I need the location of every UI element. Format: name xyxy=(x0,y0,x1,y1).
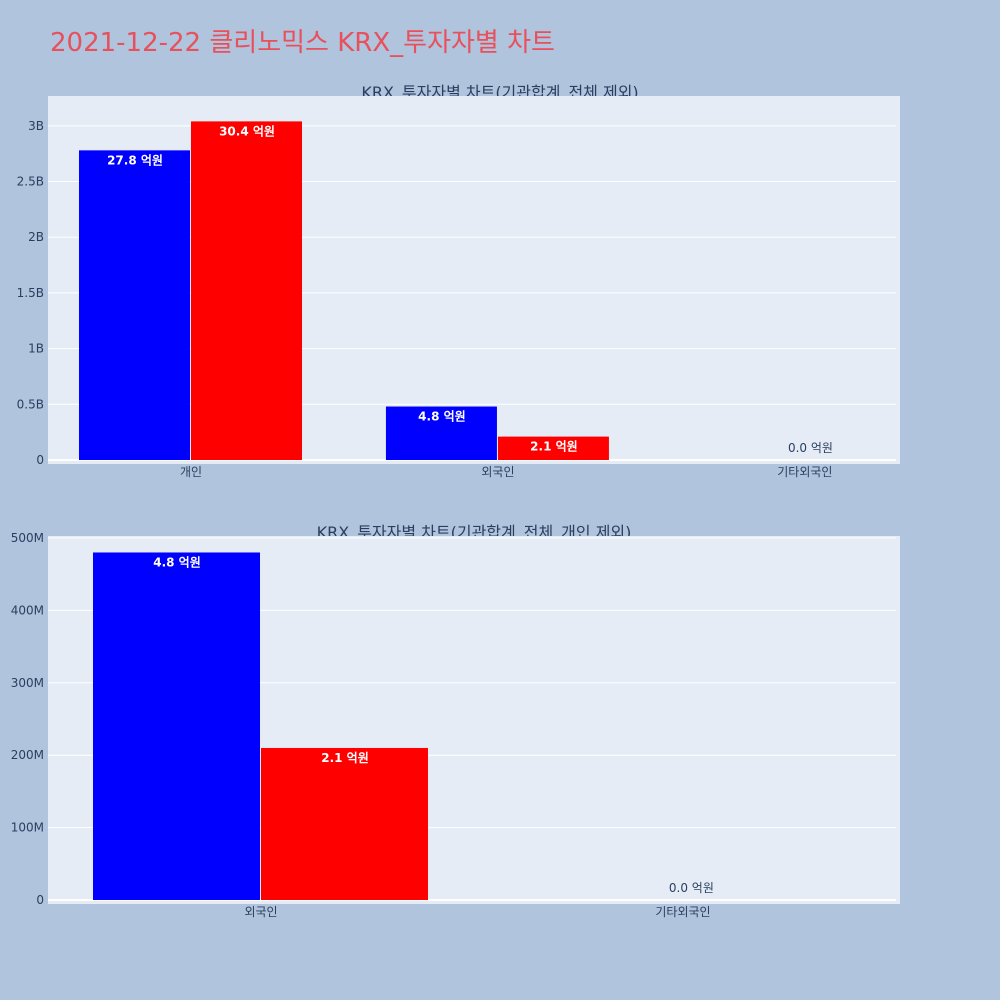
bar-data-label: 2.1 억원 xyxy=(321,751,369,765)
y-tick-label: 0 xyxy=(36,453,44,467)
bar xyxy=(93,552,260,900)
y-tick-label: 1B xyxy=(28,342,44,356)
bar xyxy=(385,406,497,460)
bar xyxy=(261,747,428,900)
x-tick-label: 외국인 xyxy=(481,465,514,479)
bar-data-label: 0.0 억원 xyxy=(788,441,833,455)
bar-data-label: 0.0 억원 xyxy=(669,881,714,895)
y-tick-label: 3B xyxy=(28,119,44,133)
y-tick-label: 0 xyxy=(36,893,44,907)
y-tick-label: 300M xyxy=(11,676,44,690)
y-tick-label: 100M xyxy=(11,821,44,835)
y-tick-label: 2B xyxy=(28,230,44,244)
y-tick-label: 200M xyxy=(11,748,44,762)
bar xyxy=(497,436,609,460)
y-tick-label: 1.5B xyxy=(17,286,44,300)
y-tick-label: 400M xyxy=(11,603,44,617)
x-tick-label: 외국인 xyxy=(244,905,277,919)
y-tick-label: 0.5B xyxy=(17,397,44,411)
bar xyxy=(79,150,190,460)
page-title: 2021-12-22 클리노믹스 KRX_투자자별 차트 xyxy=(50,28,555,58)
bar-data-label: 30.4 억원 xyxy=(219,124,275,138)
x-tick-label: 개인 xyxy=(180,465,202,479)
x-tick-label: 기타외국인 xyxy=(655,905,710,919)
bar xyxy=(191,121,302,460)
y-tick-label: 2.5B xyxy=(17,175,44,189)
x-tick-label: 기타외국인 xyxy=(777,465,832,479)
bar-data-label: 4.8 억원 xyxy=(153,555,201,569)
y-tick-label: 500M xyxy=(11,531,44,545)
bar-data-label: 4.8 억원 xyxy=(418,410,466,424)
bar-data-label: 2.1 억원 xyxy=(530,440,578,454)
bar-data-label: 27.8 억원 xyxy=(107,153,163,167)
